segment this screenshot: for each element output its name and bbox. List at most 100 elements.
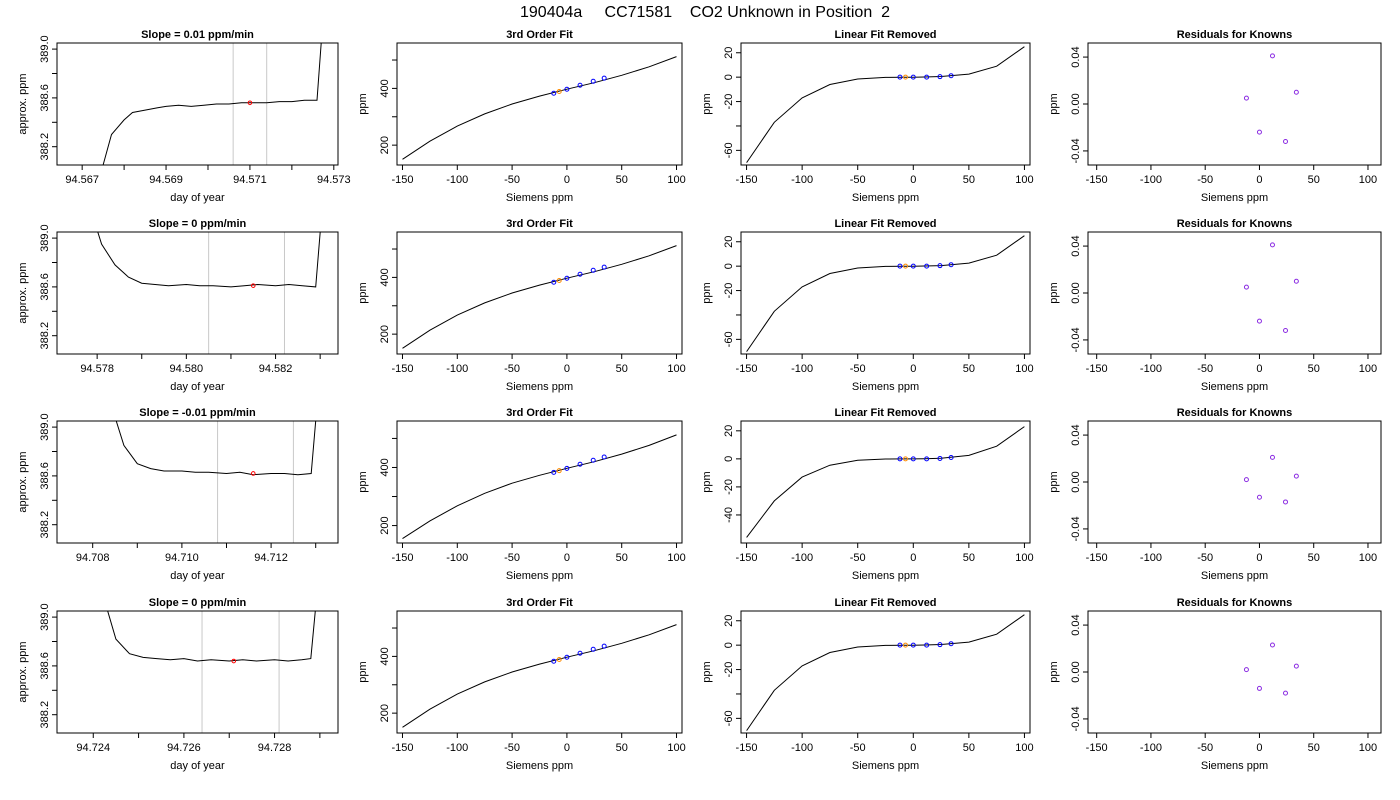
panel-timeseries-r4: Slope = 0 ppm/min 94.724 94.726 94.728 388.2… — [17, 597, 339, 772]
x-tick-label: 100 — [1359, 742, 1377, 754]
y-axis-label: approx. ppm — [17, 262, 29, 323]
x-tick-label: 50 — [616, 174, 628, 186]
x-axis-label: day of year — [170, 192, 225, 204]
plot-area — [746, 614, 1025, 731]
panel-title: Linear Fit Removed — [834, 407, 936, 419]
y-axis-label: approx. ppm — [17, 73, 29, 134]
known-point — [937, 263, 943, 269]
x-axis-label: Siemens ppm — [852, 760, 919, 772]
known-point — [551, 279, 557, 285]
panel-linear_removed-r3: Linear Fit Removed -150 -100 -50 0 50 100 -40 -2… — [701, 407, 1034, 582]
y-tick-label: 388.2 — [39, 322, 51, 350]
y-tick-label: 200 — [379, 136, 391, 154]
known-point — [601, 75, 607, 81]
x-axis-label: Siemens ppm — [1201, 381, 1268, 393]
known-point — [590, 267, 596, 273]
known-point — [937, 642, 943, 648]
series-line — [402, 245, 677, 349]
x-tick-label: 50 — [1308, 552, 1320, 564]
x-tick-label: 94.728 — [258, 742, 292, 754]
known-point — [577, 650, 583, 656]
known-point — [924, 456, 930, 462]
y-tick-label: 0.00 — [1070, 661, 1082, 682]
x-tick-label: 0 — [910, 363, 916, 375]
x-tick-label: -150 — [391, 742, 413, 754]
x-axis-label: Siemens ppm — [1201, 192, 1268, 204]
y-tick-label: 0 — [723, 74, 735, 80]
x-tick-label: 0 — [1256, 742, 1262, 754]
series-line — [402, 56, 677, 160]
y-tick-label: 389.0 — [39, 603, 51, 631]
x-tick-label: 94.724 — [76, 742, 110, 754]
plot-frame — [56, 610, 339, 734]
x-tick-label: 100 — [1015, 174, 1033, 186]
x-tick-label: 50 — [1308, 742, 1320, 754]
y-tick-label: -60 — [723, 331, 735, 347]
known-point — [577, 82, 583, 88]
y-tick-label: 20 — [723, 615, 735, 627]
unknown-mean-marker — [247, 100, 253, 106]
x-axis-label: day of year — [170, 760, 225, 772]
plot-area — [115, 421, 317, 543]
known-point — [564, 86, 570, 92]
series-line — [107, 611, 316, 662]
y-tick-label: 200 — [379, 704, 391, 722]
panel-grid: Slope = 0.01 ppm/min 94.567 94.569 94.571 94… — [17, 29, 1382, 772]
x-tick-label: -150 — [1086, 552, 1108, 564]
known-point — [577, 271, 583, 277]
figure-title: 190404a CC71581 CO2 Unknown in Position … — [520, 4, 890, 21]
y-tick-label: -0.04 — [1070, 706, 1082, 731]
plot-frame — [396, 231, 683, 355]
x-axis-label: Siemens ppm — [852, 381, 919, 393]
residual-point — [1283, 328, 1289, 334]
residual-point — [1256, 494, 1262, 500]
known-point — [948, 641, 954, 647]
known-point — [897, 74, 903, 80]
known-point — [897, 263, 903, 269]
y-tick-label: 388.6 — [39, 652, 51, 680]
x-tick-label: 94.708 — [76, 552, 110, 564]
y-tick-label: -0.04 — [1070, 327, 1082, 352]
panel-timeseries-r3: Slope = -0.01 ppm/min 94.708 94.710 94.712 3… — [17, 407, 339, 582]
panel-title: Linear Fit Removed — [834, 29, 936, 41]
plot-area — [107, 611, 316, 733]
panel-title: Slope = 0 ppm/min — [149, 597, 247, 609]
x-tick-label: -50 — [1197, 174, 1213, 186]
residual-point — [1269, 242, 1275, 248]
y-tick-label: 389.0 — [39, 413, 51, 441]
x-tick-label: -150 — [736, 742, 758, 754]
x-tick-label: -150 — [736, 363, 758, 375]
known-point — [897, 642, 903, 648]
unknown-point — [556, 278, 562, 284]
x-tick-label: 100 — [667, 742, 685, 754]
series-line — [402, 434, 677, 540]
panel-title: Slope = -0.01 ppm/min — [139, 407, 256, 419]
y-tick-label: 0.00 — [1070, 93, 1082, 114]
residual-point — [1256, 318, 1262, 324]
known-point — [897, 456, 903, 462]
y-axis-label: ppm — [1048, 661, 1060, 682]
panel-linear_removed-r4: Linear Fit Removed -150 -100 -50 0 50 100 -60 -2… — [701, 597, 1034, 772]
y-axis-label: approx. ppm — [17, 451, 29, 512]
series-line — [402, 624, 677, 728]
x-tick-label: 94.582 — [259, 363, 293, 375]
y-tick-label: 200 — [379, 516, 391, 534]
plot-frame — [1087, 42, 1382, 166]
plot-frame — [740, 42, 1031, 166]
x-tick-label: -50 — [1197, 552, 1213, 564]
x-tick-label: 100 — [1015, 742, 1033, 754]
x-tick-label: 94.726 — [167, 742, 201, 754]
x-tick-label: 94.578 — [80, 363, 114, 375]
panel-residuals-r4: Residuals for Knowns -150 -100 -50 0 50 100 -0.… — [1048, 597, 1382, 772]
x-tick-label: 50 — [1308, 363, 1320, 375]
y-tick-label: 388.6 — [39, 84, 51, 112]
panel-title: 3rd Order Fit — [506, 597, 573, 609]
x-tick-label: -100 — [446, 552, 468, 564]
x-tick-label: -50 — [1197, 742, 1213, 754]
y-tick-label: 20 — [723, 425, 735, 437]
x-axis-label: Siemens ppm — [506, 381, 573, 393]
y-tick-label: 400 — [379, 647, 391, 665]
x-tick-label: -100 — [791, 363, 813, 375]
plot-area — [402, 434, 677, 540]
x-tick-label: -100 — [446, 742, 468, 754]
